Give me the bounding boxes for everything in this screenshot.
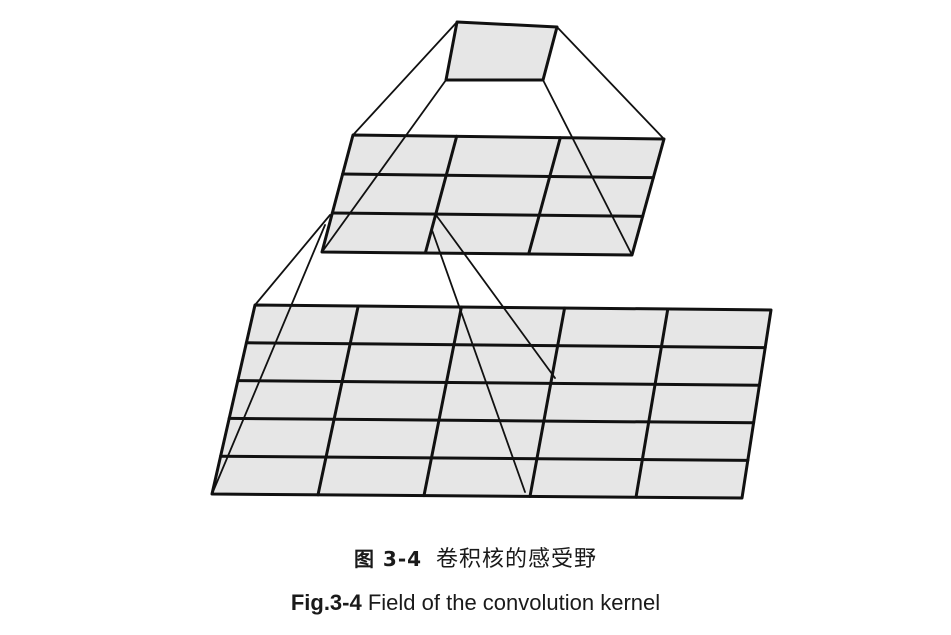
grid-layers: [210, 20, 773, 500]
caption-chinese-label: 图 3-4: [353, 547, 423, 571]
output-neuron-outline: [444, 20, 559, 82]
input-feature-map-column-line: [634, 307, 670, 499]
receptive-field-connector: [352, 21, 458, 136]
caption-english-label: Fig.3-4: [290, 590, 362, 615]
receptive-field-connector: [431, 229, 526, 493]
receptive-field-connector: [254, 214, 331, 306]
input-feature-map-column-line: [316, 304, 360, 497]
caption-english-text: Field of the convolution kernel: [367, 590, 661, 615]
output-neuron: [444, 20, 559, 82]
caption-chinese-text: 卷积核的感受野: [436, 547, 598, 572]
middle-feature-map-column-line: [423, 134, 459, 255]
input-feature-map-row-line: [219, 454, 750, 462]
middle-feature-map-row-line: [330, 211, 645, 218]
receptive-field-connector: [542, 79, 633, 256]
receptive-field-connector: [556, 26, 665, 140]
input-feature-map-row-line: [244, 341, 767, 350]
input-feature-map-column-line: [422, 305, 463, 498]
caption-chinese: 图 3-4 卷积核的感受野: [0, 541, 951, 573]
middle-feature-map-row-line: [341, 172, 655, 180]
middle-feature-map-column-line: [527, 136, 562, 256]
caption-english: Fig.3-4 Field of the convolution kernel: [0, 590, 951, 616]
input-feature-map: [210, 303, 773, 500]
input-feature-map-outline: [210, 303, 773, 500]
receptive-field-diagram: [210, 20, 773, 500]
receptive-field-connector: [435, 214, 556, 379]
input-feature-map-row-line: [227, 416, 756, 425]
middle-feature-map-outline: [320, 133, 666, 257]
input-feature-map-row-line: [236, 379, 761, 387]
receptive-field-connector: [211, 224, 326, 495]
receptive-field-connector: [321, 79, 447, 253]
input-feature-map-column-line: [528, 306, 567, 498]
connector-lines: [211, 21, 665, 495]
middle-feature-map: [320, 133, 666, 257]
